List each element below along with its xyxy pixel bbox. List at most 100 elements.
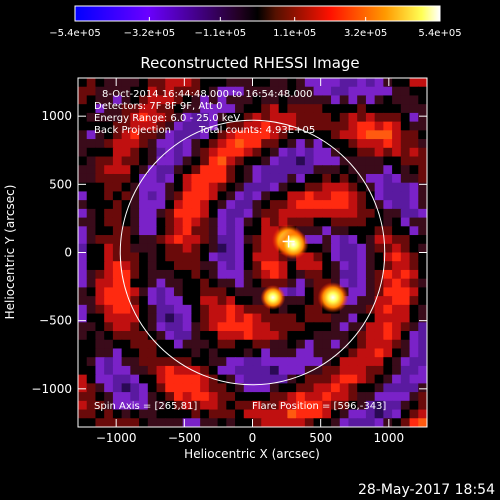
heatmap-cell xyxy=(191,156,201,166)
heatmap-cell xyxy=(139,130,149,140)
heatmap-cell xyxy=(365,392,376,402)
heatmap-cell xyxy=(130,95,140,105)
heatmap-cell xyxy=(304,235,315,245)
heatmap-cell xyxy=(269,331,280,341)
heatmap-cell xyxy=(409,226,419,236)
heatmap-cell xyxy=(383,261,393,271)
heatmap-cell xyxy=(296,112,306,123)
heatmap-cell xyxy=(147,130,158,140)
heatmap-cell xyxy=(348,182,358,193)
heatmap-cell xyxy=(348,226,358,236)
heatmap-cell xyxy=(269,313,280,323)
heatmap-cell xyxy=(78,348,88,358)
heatmap-cell xyxy=(261,217,271,227)
heatmap-cell xyxy=(348,112,358,123)
heatmap-cell xyxy=(200,409,210,419)
heatmap-cell xyxy=(104,121,114,131)
heatmap-cell xyxy=(296,418,306,427)
heatmap-cell xyxy=(156,296,166,306)
heatmap-cell xyxy=(304,104,315,114)
heatmap-cell xyxy=(383,191,393,201)
heatmap-cell xyxy=(400,348,411,358)
heatmap-cell xyxy=(304,322,315,332)
heatmap-cell xyxy=(252,278,262,288)
heatmap-cell xyxy=(112,156,123,166)
heatmap-cell xyxy=(130,357,140,367)
heatmap-cell xyxy=(418,348,427,358)
heatmap-cell xyxy=(104,261,114,271)
heatmap-cell xyxy=(322,383,332,393)
heatmap-cell xyxy=(313,139,323,149)
heatmap-cell xyxy=(104,278,114,288)
heatmap-cell xyxy=(191,409,201,419)
heatmap-cell xyxy=(296,304,306,315)
heatmap-cell xyxy=(156,173,166,184)
heatmap-cell xyxy=(269,348,280,358)
heatmap-cell xyxy=(95,95,105,105)
heatmap-cell xyxy=(261,139,271,149)
heatmap-cell xyxy=(95,165,105,175)
heatmap-cell xyxy=(95,296,105,306)
heatmap-cell xyxy=(173,121,184,131)
heatmap-cell xyxy=(313,147,323,158)
heatmap-cell xyxy=(165,418,175,427)
heatmap-cell xyxy=(357,418,367,427)
heatmap-cell xyxy=(226,252,236,262)
heatmap-cell xyxy=(182,348,193,358)
heatmap-cell xyxy=(147,278,158,288)
heatmap-cell xyxy=(357,147,367,158)
heatmap-cell xyxy=(331,208,341,219)
heatmap-cell xyxy=(392,322,402,332)
info-time-range: 8-Oct-2014 16:44:48.000 to 16:54:48.000 xyxy=(102,89,313,100)
heatmap-cell xyxy=(409,400,419,411)
heatmap-cell xyxy=(365,226,376,236)
heatmap-cell xyxy=(374,165,384,175)
heatmap-cell xyxy=(348,392,358,402)
heatmap-cell xyxy=(95,191,105,201)
heatmap-cell xyxy=(173,339,184,350)
heatmap-cell xyxy=(339,139,350,149)
heatmap-cell xyxy=(383,139,393,149)
heatmap-cell xyxy=(331,226,341,236)
heatmap-cell xyxy=(235,86,245,97)
heatmap-cell xyxy=(392,217,402,227)
heatmap-cell xyxy=(208,191,219,201)
heatmap-cell xyxy=(269,418,280,427)
heatmap-cell xyxy=(409,339,419,350)
heatmap-cell xyxy=(409,357,419,367)
heatmap-cell xyxy=(156,374,166,384)
heatmap-cell xyxy=(226,296,236,306)
heatmap-cell xyxy=(313,182,323,193)
heatmap-cell xyxy=(304,331,315,341)
heatmap-cell xyxy=(165,357,175,367)
heatmap-cell xyxy=(304,374,315,384)
heatmap-cell xyxy=(313,392,323,402)
heatmap-cell xyxy=(365,304,376,315)
heatmap-cell xyxy=(200,217,210,227)
heatmap-cell xyxy=(304,191,315,201)
heatmap-cell xyxy=(147,191,158,201)
heatmap-cell xyxy=(156,261,166,271)
heatmap-cell xyxy=(400,400,411,411)
heatmap-cell xyxy=(112,322,123,332)
heatmap-cell xyxy=(296,191,306,201)
heatmap-cell xyxy=(156,147,166,158)
heatmap-cell xyxy=(191,78,201,88)
heatmap-cell xyxy=(269,95,280,105)
heatmap-cell xyxy=(374,252,384,262)
heatmap-cell xyxy=(112,226,123,236)
heatmap-cell xyxy=(374,278,384,288)
heatmap-cell xyxy=(331,313,341,323)
heatmap-cell xyxy=(156,322,166,332)
heatmap-cell xyxy=(226,147,236,158)
heatmap-cell xyxy=(357,278,367,288)
heatmap-cell xyxy=(217,86,227,97)
heatmap-cell xyxy=(243,86,254,97)
heatmap-cell xyxy=(243,296,254,306)
heatmap-cell xyxy=(217,269,227,280)
heatmap-cell xyxy=(322,392,332,402)
heatmap-cell xyxy=(348,104,358,114)
heatmap-cell xyxy=(147,348,158,358)
heatmap-cell xyxy=(217,296,227,306)
heatmap-cell xyxy=(156,112,166,123)
